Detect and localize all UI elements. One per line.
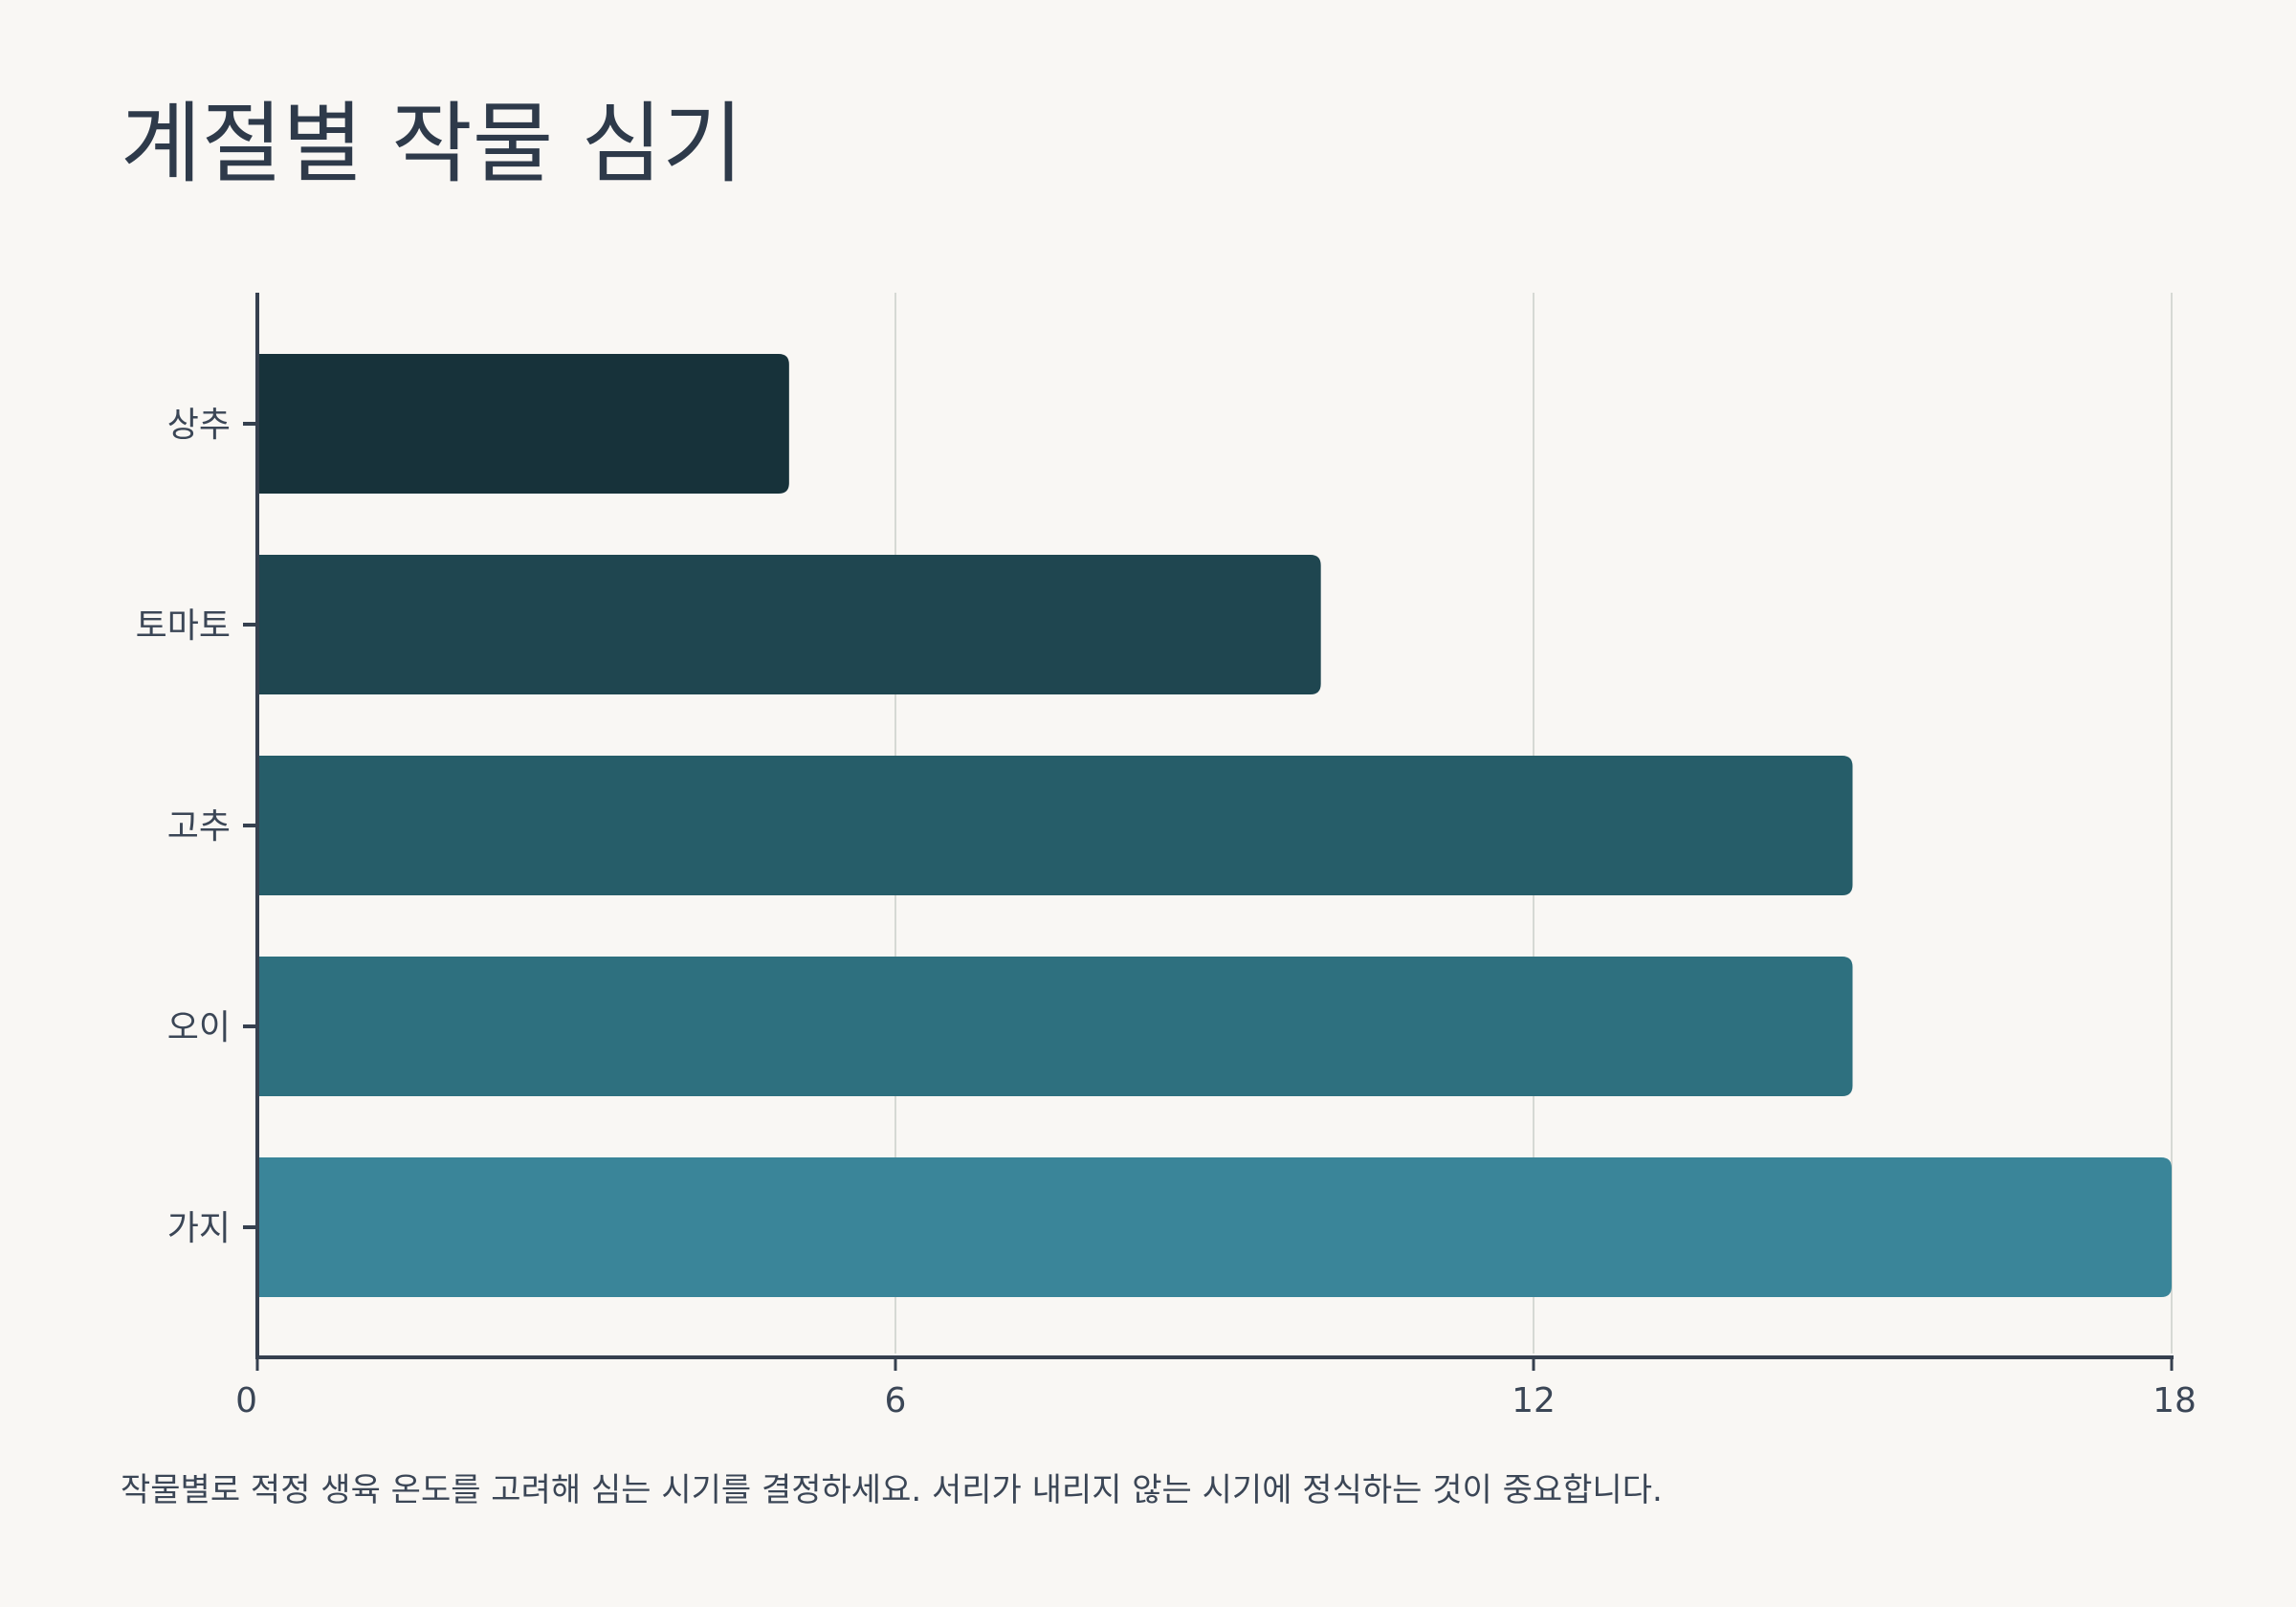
category-label-4: 가지 xyxy=(167,1209,231,1248)
bar-2 xyxy=(257,756,1853,895)
bar-1 xyxy=(257,555,1321,694)
x-tick-label-0: 0 xyxy=(235,1381,257,1420)
bar-3 xyxy=(257,957,1853,1096)
axes xyxy=(243,293,2174,1371)
chart-footnote: 작물별로 적정 생육 온도를 고려해 심는 시기를 결정하세요. 서리가 내리지… xyxy=(121,1471,1663,1509)
category-label-2: 고추 xyxy=(167,807,231,847)
category-label-1: 토마토 xyxy=(136,606,231,646)
bar-4 xyxy=(257,1157,2172,1297)
chart-title: 계절별 작물 심기 xyxy=(121,93,743,195)
x-tick-label-1: 6 xyxy=(885,1381,907,1420)
category-label-0: 상추 xyxy=(167,406,231,445)
x-tick-label-2: 12 xyxy=(1512,1381,1556,1420)
bars xyxy=(257,354,2172,1297)
x-tick-label-3: 18 xyxy=(2152,1381,2197,1420)
bar-0 xyxy=(257,354,789,494)
category-label-3: 오이 xyxy=(167,1008,231,1047)
